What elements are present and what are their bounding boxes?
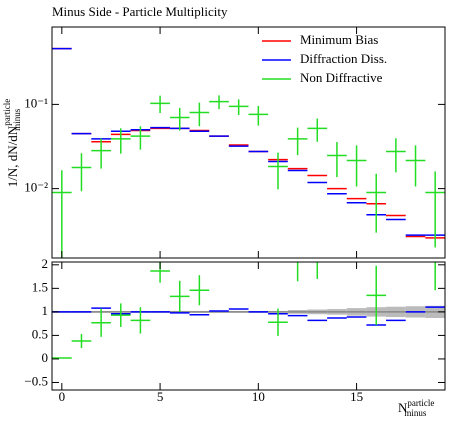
x-label-text: N	[398, 400, 408, 415]
legend-label: Diffraction Diss.	[300, 51, 387, 66]
y-label-text: 1/N, dN/dN	[5, 125, 20, 187]
y-tick-label: 1	[42, 303, 49, 318]
y-label-sub: minus	[12, 108, 22, 131]
plot-area	[52, 47, 445, 258]
x-tick-label: 15	[350, 389, 363, 404]
y-tick-label: 10⁻²	[24, 180, 48, 195]
plot-area	[52, 262, 445, 359]
y-tick-label: 0.5	[32, 326, 48, 341]
legend-label: Non Diffractive	[300, 70, 383, 85]
y-tick-label: −0.5	[24, 373, 48, 388]
legend-label: Minimum Bias	[300, 32, 378, 47]
frame	[51, 261, 446, 391]
y-tick-label: 0	[42, 350, 49, 365]
x-axis-label: Nparticle minus	[398, 398, 434, 418]
x-tick-label: 10	[252, 389, 265, 404]
y-tick-label: 1.5	[32, 279, 48, 294]
x-label-sub: minus	[404, 408, 427, 418]
y-label-sup: particle	[2, 99, 12, 126]
y-axis-label: 1/N, dN/dNparticleminus	[2, 99, 22, 187]
x-tick-label: 5	[157, 389, 164, 404]
y-tick-label: 2	[42, 256, 49, 271]
chart-title: Minus Side - Particle Multiplicity	[52, 4, 228, 19]
x-label-sup: particle	[407, 398, 434, 408]
frame	[51, 26, 446, 259]
x-tick-label: 0	[59, 389, 66, 404]
y-tick-label: 10⁻¹	[24, 95, 48, 110]
